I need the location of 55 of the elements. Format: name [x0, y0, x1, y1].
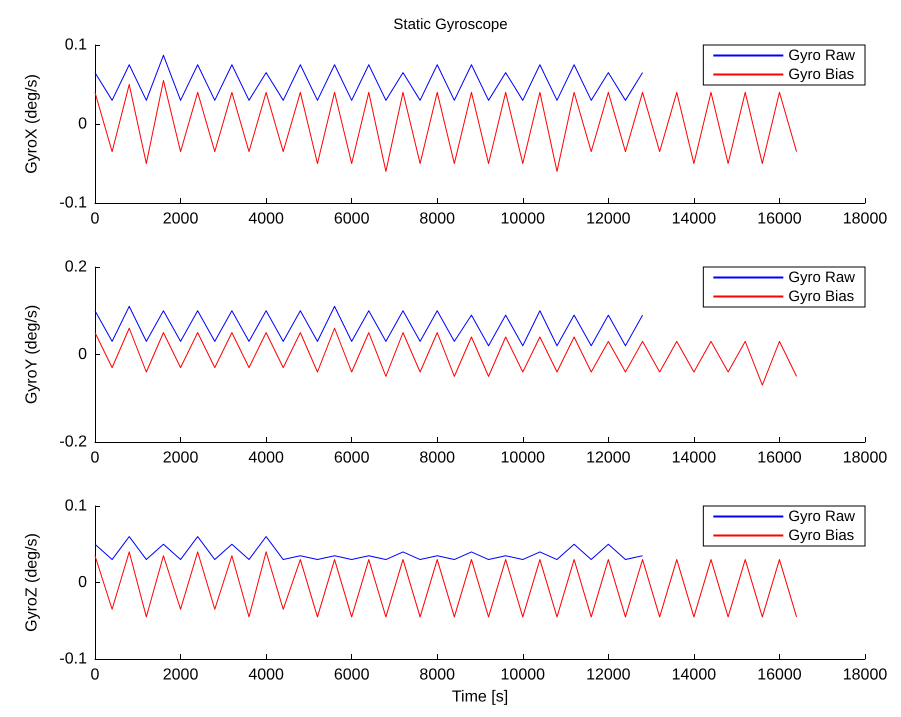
y-tick-label: 0.1 — [64, 36, 88, 54]
y-tick-label: -0.1 — [59, 650, 88, 668]
line-series — [94, 306, 644, 346]
x-tick-label: 8000 — [419, 210, 456, 228]
x-tick-label: 12000 — [586, 210, 631, 228]
y-tick-label: -0.2 — [59, 434, 88, 450]
x-tick-label: 16000 — [757, 210, 802, 228]
y-tick-label: 0 — [78, 574, 88, 591]
x-tick-label: 10000 — [500, 210, 546, 228]
y-tick-label: -0.1 — [59, 194, 88, 212]
x-tick-label: 16000 — [757, 666, 802, 684]
x-tick-label: 4000 — [248, 666, 284, 684]
x-tick-label: 18000 — [842, 450, 888, 466]
x-tick-label: 10000 — [500, 666, 546, 684]
x-tick-label: 16000 — [757, 450, 802, 466]
x-tick-label: 18000 — [842, 210, 888, 228]
line-series — [94, 54, 644, 101]
x-tick-label: 18000 — [842, 666, 888, 684]
legend-label: Gyro Raw — [788, 508, 856, 525]
x-tick-label: 8000 — [419, 666, 456, 684]
x-tick-label: 2000 — [162, 450, 198, 466]
legend-label: Gyro Raw — [788, 269, 856, 286]
x-axis-title: Time [s] — [452, 688, 508, 706]
x-tick-label: 0 — [90, 210, 100, 228]
x-tick-label: 4000 — [248, 450, 284, 466]
legend-label: Gyro Bias — [788, 66, 854, 83]
x-tick-label: 12000 — [586, 666, 631, 684]
x-tick-label: 6000 — [334, 666, 370, 684]
line-series — [94, 551, 798, 618]
chart-title: Static Gyroscope — [393, 16, 508, 33]
line-series — [94, 536, 644, 560]
x-tick-label: 14000 — [672, 450, 716, 466]
y-tick-label: 0 — [78, 116, 88, 132]
y-tick-label: 0.1 — [64, 498, 88, 514]
legend-label: Gyro Bias — [788, 288, 854, 305]
x-tick-label: 0 — [90, 450, 100, 466]
x-tick-label: 10000 — [500, 450, 546, 466]
x-tick-label: 8000 — [419, 450, 456, 466]
x-tick-label: 14000 — [672, 666, 716, 684]
x-tick-label: 12000 — [586, 450, 631, 466]
legend-label: Gyro Bias — [788, 527, 854, 544]
y-tick-label: 0.2 — [64, 258, 88, 276]
x-tick-label: 6000 — [334, 210, 370, 228]
line-series — [94, 328, 798, 386]
x-tick-label: 2000 — [162, 666, 198, 684]
x-tick-label: 4000 — [248, 210, 284, 228]
x-tick-label: 2000 — [162, 210, 198, 228]
y-axis-title: GyroZ (deg/s) — [24, 533, 40, 632]
x-tick-label: 14000 — [672, 210, 716, 228]
legend-label: Gyro Raw — [788, 47, 856, 64]
y-axis-title: GyroX (deg/s) — [24, 74, 40, 174]
x-tick-label: 6000 — [334, 450, 370, 466]
x-tick-label: 0 — [90, 666, 100, 684]
y-axis-title: GyroY (deg/s) — [24, 304, 40, 404]
y-tick-label: 0 — [78, 346, 88, 363]
